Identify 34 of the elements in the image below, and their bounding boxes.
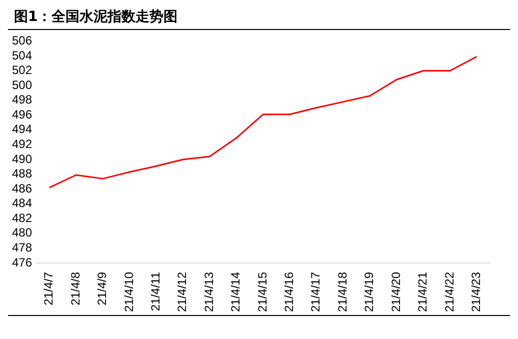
x-tick-label: 21/4/18 <box>335 272 350 312</box>
y-tick-label: 478 <box>12 240 32 254</box>
y-tick-label: 490 <box>12 152 32 166</box>
y-tick-label: 484 <box>12 196 32 210</box>
x-tick-label: 21/4/11 <box>148 272 163 312</box>
x-tick-label: 21/4/17 <box>308 272 323 312</box>
x-tick-label: 21/4/21 <box>416 272 430 312</box>
y-tick-label: 496 <box>12 107 32 122</box>
y-tick-label: 504 <box>12 48 32 62</box>
x-tick-label: 21/4/14 <box>228 272 243 312</box>
x-tick-label: 21/4/16 <box>282 272 296 312</box>
x-tick-label: 21/4/8 <box>68 272 82 306</box>
x-tick-label: 21/4/12 <box>175 272 190 312</box>
x-tick-label: 21/4/22 <box>442 272 456 312</box>
x-tick-label: 21/4/10 <box>122 272 136 312</box>
x-tick-label: 21/4/9 <box>95 272 110 306</box>
y-tick-label: 482 <box>12 210 32 225</box>
y-tick-label: 480 <box>12 226 32 240</box>
y-tick-label: 486 <box>12 181 32 196</box>
y-tick-label: 506 <box>12 34 32 48</box>
x-tick-label: 21/4/7 <box>42 272 56 306</box>
chart-title: 图1：全国水泥指数走势图 <box>8 8 510 30</box>
y-tick-label: 488 <box>12 166 32 181</box>
y-tick-label: 494 <box>12 122 32 136</box>
x-tick-label: 21/4/13 <box>202 272 216 312</box>
y-tick-label: 502 <box>12 63 32 78</box>
x-tick-label: 21/4/23 <box>468 272 483 312</box>
y-tick-label: 492 <box>12 137 32 151</box>
x-tick-label: 21/4/15 <box>255 272 270 312</box>
x-tick-label: 21/4/20 <box>388 272 403 312</box>
x-tick-label: 21/4/19 <box>362 272 376 312</box>
y-tick-label: 476 <box>12 255 32 270</box>
y-tick-label: 500 <box>12 78 32 92</box>
y-tick-label: 498 <box>12 92 32 107</box>
